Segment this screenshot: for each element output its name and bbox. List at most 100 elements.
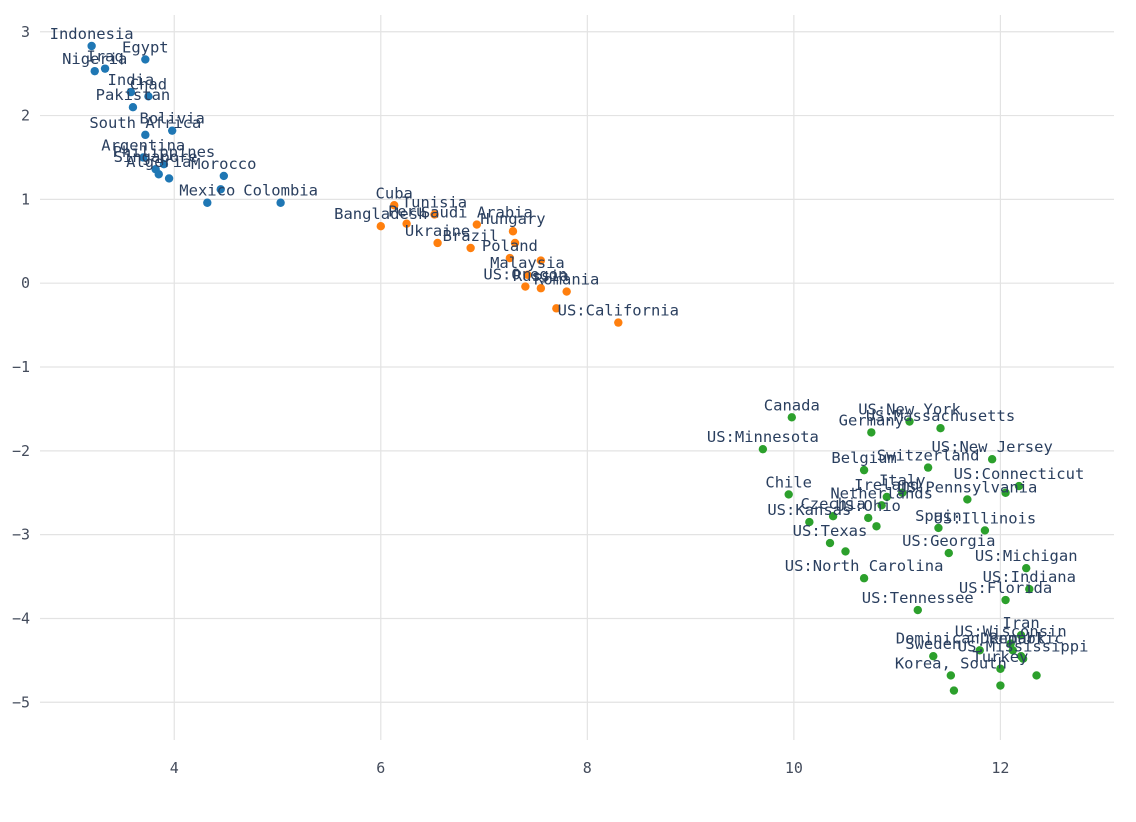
data-point [934, 523, 943, 533]
data-point [552, 304, 561, 313]
data-point [996, 681, 1005, 690]
point-label: US:North Carolina [785, 557, 944, 575]
data-point [614, 318, 623, 327]
point-label: Ireland [854, 476, 919, 494]
point-label: US:Illinois [934, 509, 1037, 527]
point-label: Philippines [113, 143, 216, 161]
data-point [944, 548, 953, 558]
data-point [929, 651, 938, 661]
data-point [276, 198, 285, 207]
point-label: Spain [915, 507, 962, 525]
data-point [805, 517, 814, 527]
data-point [87, 41, 96, 51]
data-point [1016, 651, 1026, 661]
point-label: Hungary [480, 210, 545, 228]
x-tick-label: 6 [376, 759, 385, 777]
data-point [1032, 671, 1041, 680]
x-tick-label: 10 [785, 759, 803, 777]
data-point [390, 201, 399, 210]
data-point [980, 526, 990, 535]
data-point [466, 243, 475, 253]
point-label: Cuba [376, 184, 413, 202]
point-label: Italy [879, 472, 926, 490]
point-label: Bolivia [140, 110, 205, 128]
y-tick-label: −1 [12, 358, 30, 376]
point-label: Poland [482, 237, 538, 255]
data-point [505, 253, 515, 263]
point-label: Pakistan [96, 86, 171, 104]
point-label: US:Texas [793, 522, 868, 540]
data-point [913, 605, 922, 615]
data-point [877, 501, 886, 510]
point-label: US:Michigan [975, 547, 1078, 565]
data-point [963, 495, 972, 504]
data-point [376, 222, 385, 231]
point-label: US:Oregon [483, 266, 567, 284]
point-label: US:Wisconsin [955, 623, 1067, 641]
point-label: Peru [388, 203, 425, 221]
data-point [864, 513, 873, 523]
data-point [90, 66, 99, 76]
data-point [128, 102, 138, 112]
y-tick-label: 3 [21, 23, 30, 41]
data-point [882, 492, 892, 502]
point-label: Brazil [443, 227, 499, 245]
data-point [521, 282, 530, 291]
data-point [1001, 595, 1010, 605]
point-label: US:Minnesota [707, 428, 819, 446]
point-label: Korea, South [895, 654, 1007, 672]
point-label: US:Connecticut [954, 465, 1085, 483]
data-point [784, 490, 793, 499]
x-tick-label: 4 [170, 759, 179, 777]
point-label: Canada [764, 396, 820, 414]
chart-grid [40, 15, 1114, 740]
data-point [872, 522, 881, 531]
y-tick-label: −5 [12, 693, 30, 711]
point-label: India [108, 71, 155, 89]
x-tick-label: 8 [583, 759, 592, 777]
y-tick-label: 1 [21, 190, 30, 208]
data-point [430, 210, 439, 219]
data-point [1001, 488, 1010, 497]
point-label: US:Mississippi [958, 638, 1089, 656]
data-point [536, 256, 546, 265]
data-point [203, 198, 212, 207]
point-label: Romania [534, 271, 599, 289]
data-point [154, 170, 163, 179]
data-point [946, 671, 956, 680]
data-point [1006, 639, 1015, 648]
data-point [949, 686, 959, 695]
point-label: US:California [558, 302, 679, 320]
point-label: Turkey [972, 648, 1028, 666]
point-label: US:Georgia [902, 532, 995, 550]
point-label: Ukraine [405, 222, 470, 240]
data-point [1016, 631, 1026, 640]
data-point [472, 220, 482, 229]
point-label: US:Massachusetts [866, 407, 1015, 425]
data-points [87, 41, 1041, 695]
point-label: US:Kansas [767, 501, 851, 519]
point-label: US:New York [858, 401, 961, 419]
point-label: US:New Jersey [931, 438, 1052, 456]
data-point [126, 87, 136, 97]
data-point [936, 424, 945, 433]
point-label: Egypt [122, 38, 169, 56]
point-label: Switzerland [877, 447, 980, 465]
point-label: Iraq [86, 48, 123, 66]
data-point [139, 153, 148, 162]
point-label: Iran [1002, 614, 1039, 632]
data-point [144, 92, 153, 101]
point-label: Dominican Republic [896, 629, 1064, 647]
data-point [562, 287, 571, 296]
data-point [100, 64, 110, 73]
point-labels: IndonesiaEgyptIraqNigeriaChadIndiaPakist… [50, 25, 1089, 672]
point-label: Netherlands [830, 484, 933, 502]
data-point [787, 413, 796, 422]
point-label: Colombia [243, 182, 318, 200]
point-label: Germany [839, 411, 904, 429]
data-point [987, 455, 997, 464]
data-point [841, 547, 850, 556]
data-point [898, 488, 907, 497]
data-point [141, 55, 150, 64]
point-label: Bangladesh [334, 205, 427, 223]
